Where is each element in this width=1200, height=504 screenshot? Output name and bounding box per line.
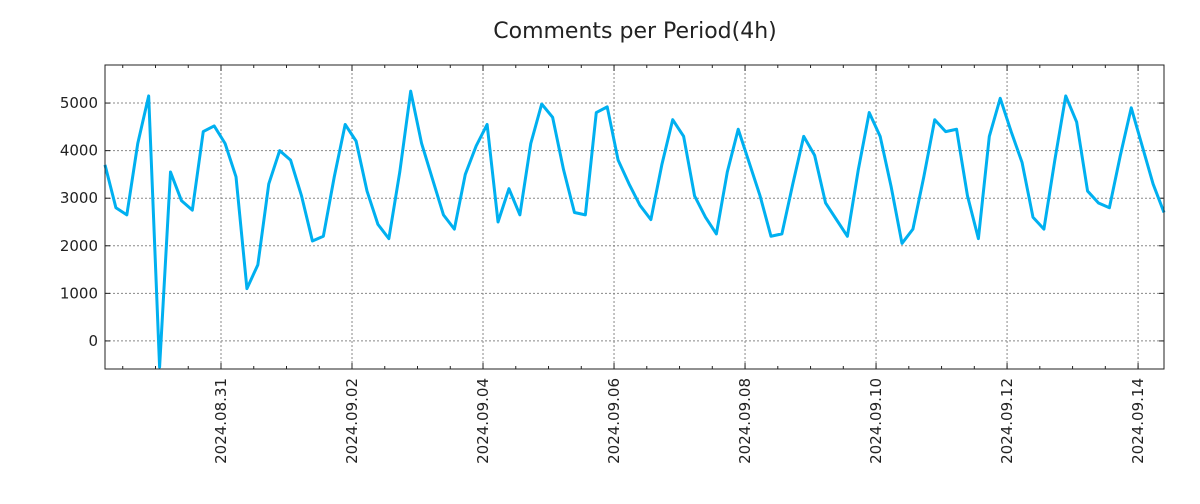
x-tick-label: 2024.08.31	[212, 378, 230, 464]
y-tick-label: 0	[88, 332, 98, 350]
y-tick-label: 3000	[60, 189, 98, 207]
x-tick-label: 2024.09.10	[867, 378, 885, 464]
y-tick-label: 2000	[60, 237, 98, 255]
x-tick-label: 2024.09.08	[736, 378, 754, 464]
x-tick-label: 2024.09.06	[605, 378, 623, 464]
y-tick-label: 4000	[60, 142, 98, 160]
x-tick-label: 2024.09.12	[998, 378, 1016, 464]
y-tick-label: 1000	[60, 284, 98, 302]
chart-title: Comments per Period(4h)	[493, 19, 777, 44]
series	[105, 91, 1164, 367]
x-tick-label: 2024.09.04	[474, 378, 492, 464]
x-tick-label: 2024.09.02	[343, 378, 361, 464]
y-tick-label: 5000	[60, 94, 98, 112]
series-line-comments	[105, 91, 1164, 367]
x-tick-label: 2024.09.14	[1129, 378, 1147, 464]
